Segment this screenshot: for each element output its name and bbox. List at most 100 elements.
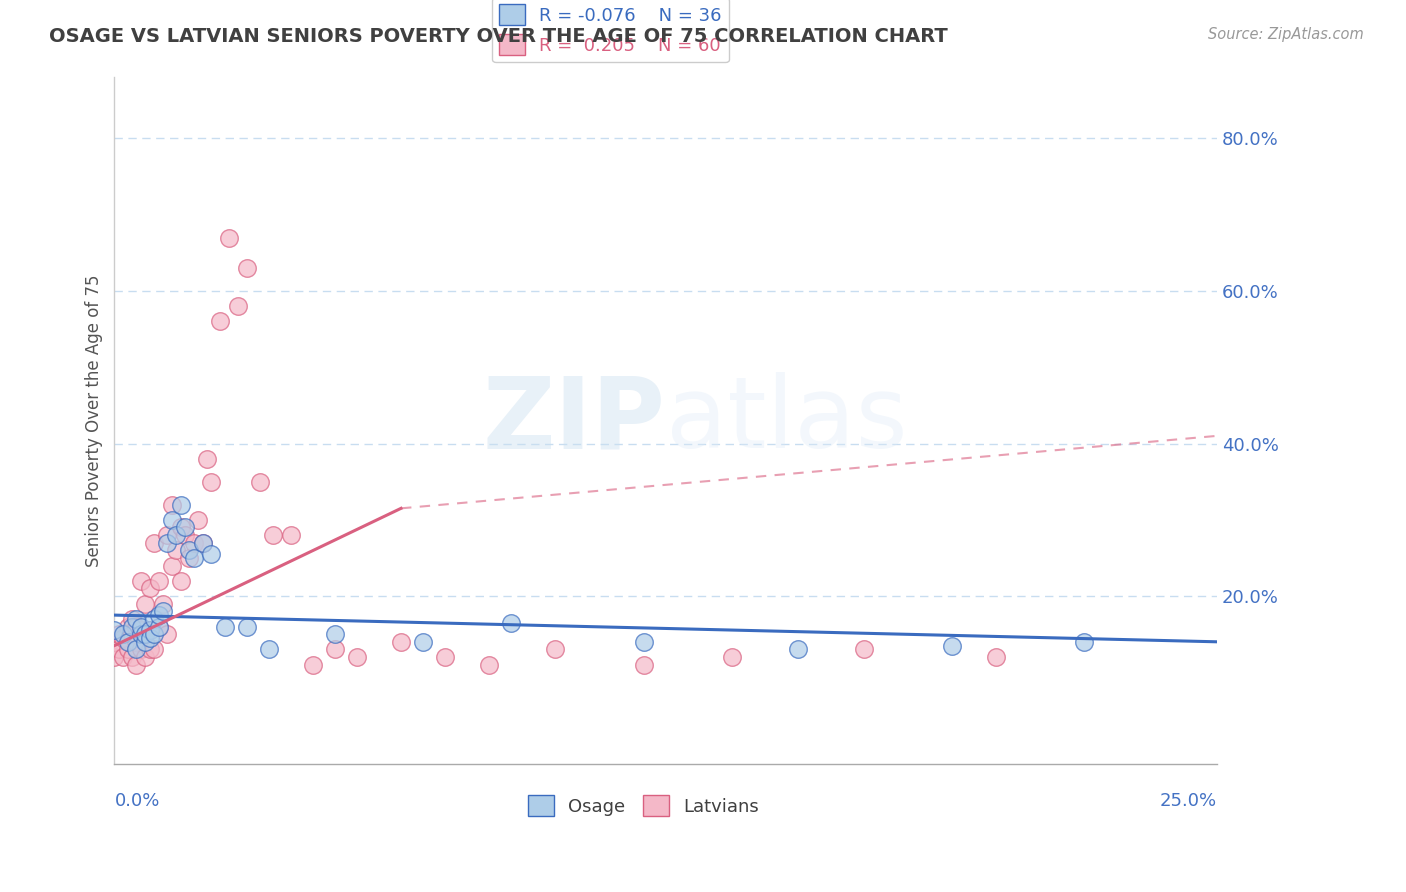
Point xyxy=(134,650,156,665)
Text: OSAGE VS LATVIAN SENIORS POVERTY OVER THE AGE OF 75 CORRELATION CHART: OSAGE VS LATVIAN SENIORS POVERTY OVER TH… xyxy=(49,27,948,45)
Point xyxy=(112,650,135,665)
Point xyxy=(249,475,271,489)
Point xyxy=(191,535,214,549)
Point xyxy=(165,528,187,542)
Text: 0.0%: 0.0% xyxy=(114,792,160,810)
Point xyxy=(134,627,156,641)
Point xyxy=(152,597,174,611)
Point xyxy=(134,635,156,649)
Point xyxy=(108,642,131,657)
Point xyxy=(134,627,156,641)
Point xyxy=(323,627,346,641)
Text: ZIP: ZIP xyxy=(482,372,665,469)
Point xyxy=(853,642,876,657)
Point xyxy=(138,642,160,657)
Point xyxy=(235,619,257,633)
Point xyxy=(129,642,152,657)
Point xyxy=(117,642,139,657)
Point xyxy=(121,627,143,641)
Point xyxy=(129,624,152,638)
Point xyxy=(160,513,183,527)
Point xyxy=(125,619,148,633)
Point xyxy=(179,543,201,558)
Text: Source: ZipAtlas.com: Source: ZipAtlas.com xyxy=(1208,27,1364,42)
Point xyxy=(148,574,170,588)
Point xyxy=(121,619,143,633)
Point xyxy=(412,635,434,649)
Point xyxy=(160,498,183,512)
Point xyxy=(125,612,148,626)
Point xyxy=(209,314,232,328)
Point xyxy=(389,635,412,649)
Point xyxy=(191,535,214,549)
Point xyxy=(148,619,170,633)
Point xyxy=(434,650,457,665)
Point xyxy=(103,624,125,638)
Point xyxy=(148,608,170,623)
Point xyxy=(125,642,148,657)
Point xyxy=(134,597,156,611)
Point xyxy=(346,650,368,665)
Point xyxy=(138,582,160,596)
Point xyxy=(235,261,257,276)
Point xyxy=(195,451,218,466)
Point xyxy=(117,619,139,633)
Point xyxy=(200,475,222,489)
Point xyxy=(174,520,197,534)
Point xyxy=(143,535,166,549)
Point xyxy=(183,550,205,565)
Legend: Osage, Latvians: Osage, Latvians xyxy=(522,789,766,823)
Point xyxy=(183,535,205,549)
Point xyxy=(129,574,152,588)
Point xyxy=(112,627,135,641)
Point xyxy=(262,528,284,542)
Point xyxy=(143,612,166,626)
Point xyxy=(169,520,191,534)
Point xyxy=(226,299,249,313)
Point xyxy=(323,642,346,657)
Point xyxy=(214,619,236,633)
Point xyxy=(148,619,170,633)
Point xyxy=(280,528,302,542)
Point xyxy=(200,547,222,561)
Point xyxy=(125,657,148,672)
Point xyxy=(633,657,655,672)
Point xyxy=(125,635,148,649)
Point xyxy=(941,639,963,653)
Point xyxy=(143,642,166,657)
Point xyxy=(129,619,152,633)
Point xyxy=(218,230,240,244)
Point xyxy=(544,642,567,657)
Point xyxy=(138,624,160,638)
Point xyxy=(986,650,1008,665)
Point xyxy=(108,627,131,641)
Point xyxy=(1073,635,1095,649)
Point xyxy=(720,650,742,665)
Point xyxy=(174,528,197,542)
Point xyxy=(138,624,160,638)
Point xyxy=(121,650,143,665)
Point xyxy=(478,657,501,672)
Point xyxy=(160,558,183,573)
Text: 25.0%: 25.0% xyxy=(1160,792,1216,810)
Point xyxy=(129,627,152,641)
Point xyxy=(143,627,166,641)
Point xyxy=(786,642,808,657)
Point xyxy=(633,635,655,649)
Point xyxy=(169,498,191,512)
Point xyxy=(112,631,135,645)
Point xyxy=(156,528,179,542)
Point xyxy=(138,631,160,645)
Point xyxy=(187,513,209,527)
Point xyxy=(121,612,143,626)
Point xyxy=(257,642,280,657)
Y-axis label: Seniors Poverty Over the Age of 75: Seniors Poverty Over the Age of 75 xyxy=(86,275,103,567)
Point xyxy=(179,550,201,565)
Point xyxy=(302,657,325,672)
Point xyxy=(103,635,125,649)
Point xyxy=(156,535,179,549)
Point xyxy=(152,604,174,618)
Point xyxy=(156,627,179,641)
Point xyxy=(169,574,191,588)
Text: atlas: atlas xyxy=(665,372,907,469)
